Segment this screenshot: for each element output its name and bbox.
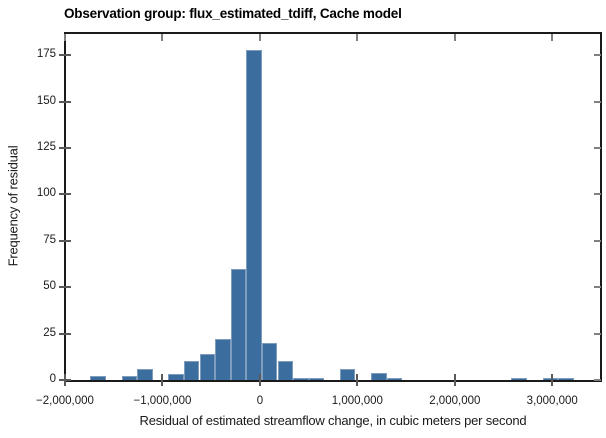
y-axis-tick <box>59 239 71 242</box>
x-axis-tick <box>453 374 456 386</box>
y-axis-tick <box>59 100 71 103</box>
histogram-bar <box>386 378 403 380</box>
x-axis-top-tick <box>64 34 66 41</box>
x-axis-tick <box>551 374 554 386</box>
histogram-bar <box>511 378 527 380</box>
x-axis-top-tick <box>356 34 359 41</box>
y-axis-right-tick <box>594 193 601 196</box>
histogram-bar <box>339 369 356 380</box>
y-axis-right-tick <box>594 332 601 335</box>
y-axis-tick <box>59 332 71 335</box>
y-axis-tick <box>59 54 71 57</box>
histogram-bar <box>230 269 247 380</box>
x-tick-label: 0 <box>256 395 264 407</box>
x-axis-tick <box>258 374 261 386</box>
x-axis-top-tick <box>161 34 164 41</box>
histogram-bar <box>168 374 184 380</box>
plot-frame <box>64 32 602 382</box>
y-tick-label: 0 <box>49 373 56 385</box>
histogram-bar <box>199 354 216 380</box>
x-axis-top-tick <box>258 34 261 41</box>
histogram-bar <box>215 339 231 380</box>
histogram-bar <box>542 378 559 380</box>
histogram-bar <box>558 378 574 380</box>
y-axis-right-tick <box>594 286 601 289</box>
x-axis-top-tick <box>453 34 456 41</box>
histogram-bar <box>261 343 278 380</box>
histogram-bar <box>137 369 153 380</box>
x-tick-label: 1,000,000 <box>331 395 383 407</box>
y-tick-label: 125 <box>36 141 56 154</box>
x-tick-label: −2,000,000 <box>36 395 94 407</box>
y-axis-right-tick <box>594 239 601 242</box>
x-axis-tick <box>161 374 164 386</box>
y-tick-label: 100 <box>36 187 56 200</box>
x-axis-label: Residual of estimated streamflow change,… <box>139 413 527 428</box>
histogram-bar <box>246 50 262 380</box>
histogram-bar <box>308 378 325 380</box>
y-tick-label: 25 <box>43 326 56 339</box>
y-axis-right-tick <box>594 100 601 103</box>
x-axis-top-tick <box>551 34 554 41</box>
histogram-bar <box>293 378 309 380</box>
y-axis-tick <box>59 147 71 150</box>
x-axis-tick <box>356 374 359 386</box>
y-axis-right-tick <box>594 147 601 150</box>
x-tick-label: 3,000,000 <box>526 395 578 407</box>
y-axis-tick <box>59 379 71 381</box>
y-axis-right-tick <box>594 379 601 381</box>
x-tick-label: −1,000,000 <box>133 395 192 407</box>
y-tick-label: 50 <box>43 280 56 293</box>
x-tick-label: 2,000,000 <box>429 395 481 407</box>
histogram-bar <box>121 376 138 380</box>
y-tick-label: 150 <box>36 94 56 107</box>
chart-title: Observation group: flux_estimated_tdiff,… <box>64 6 402 21</box>
histogram-bar <box>371 373 387 380</box>
histogram-bar <box>183 361 200 380</box>
y-tick-label: 75 <box>43 233 56 246</box>
histogram-bar <box>277 361 294 380</box>
y-tick-label: 175 <box>36 48 56 61</box>
y-axis-tick <box>59 193 71 196</box>
y-axis-label: Frequency of residual <box>5 145 21 267</box>
y-axis-tick <box>59 286 71 289</box>
histogram-bar <box>90 376 106 380</box>
y-axis-right-tick <box>594 54 601 57</box>
